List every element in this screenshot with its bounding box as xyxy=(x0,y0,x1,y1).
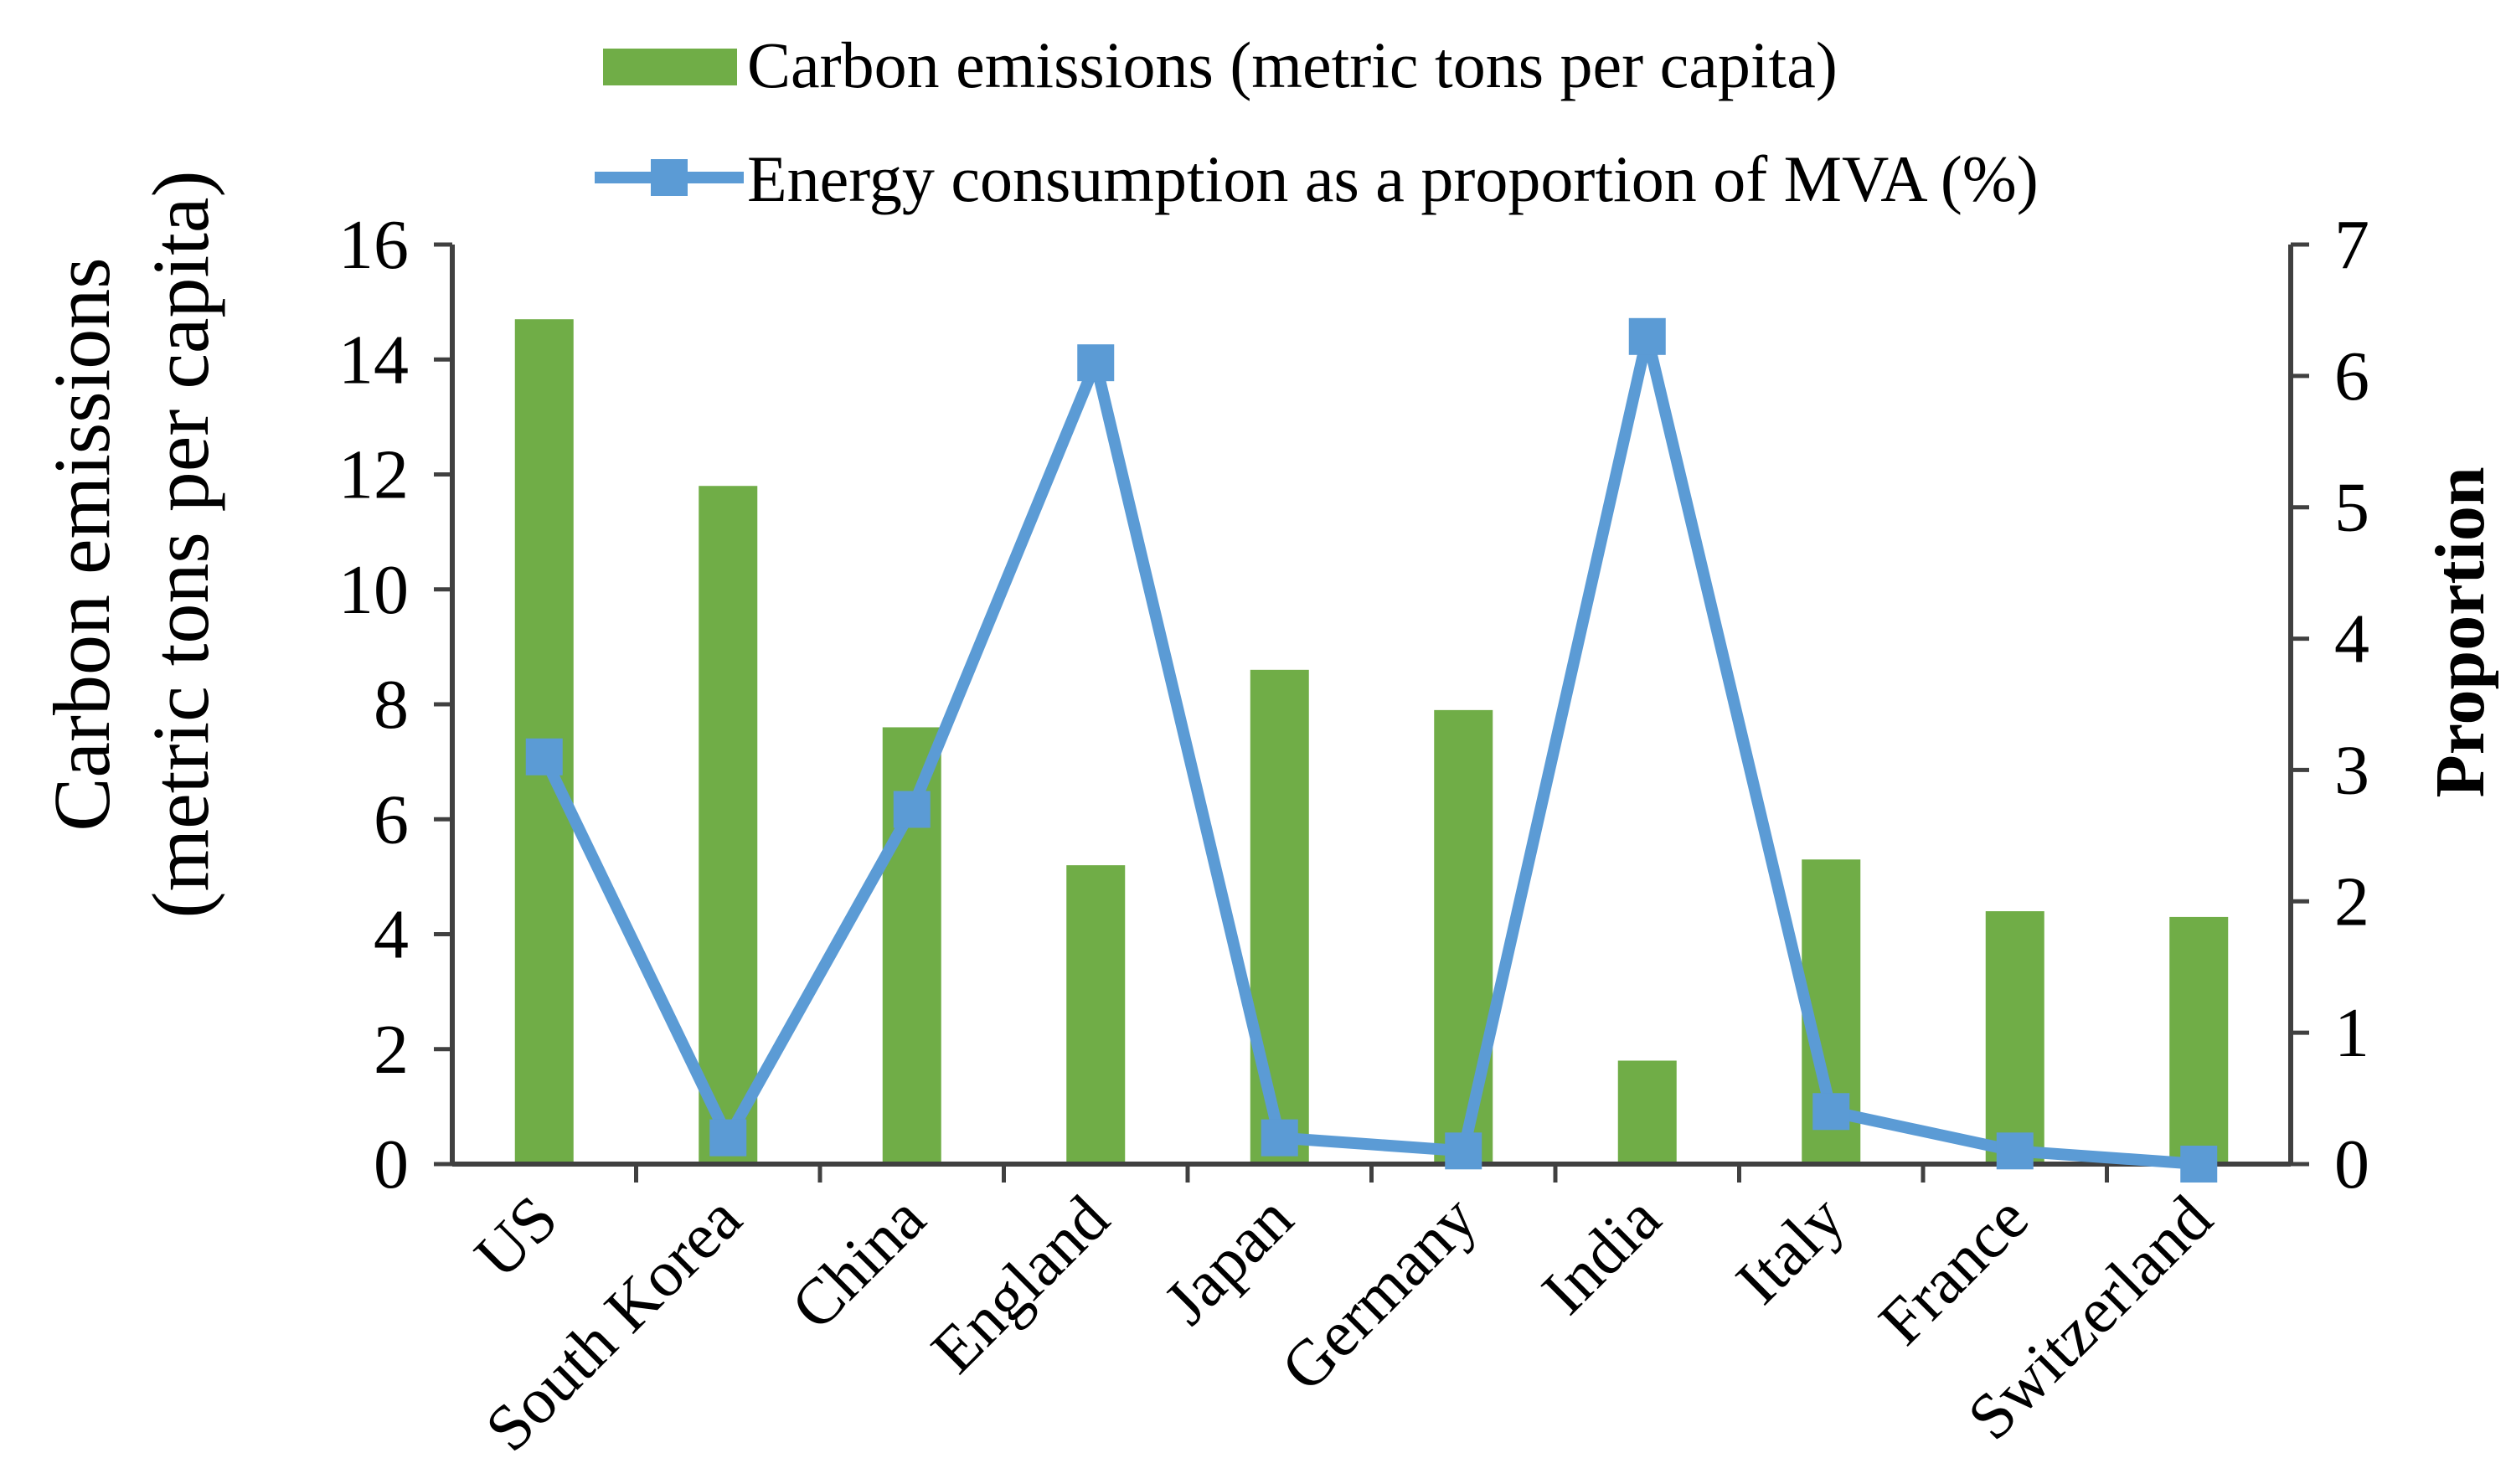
y-left-tick-label: 10 xyxy=(338,551,409,629)
y-right-tick-label: 3 xyxy=(2334,731,2369,809)
x-category-label: England xyxy=(917,1182,1122,1387)
y-left-tick-label: 12 xyxy=(338,436,409,514)
x-category-label: Japan xyxy=(1150,1182,1307,1338)
line-marker-france xyxy=(1996,1132,2034,1170)
y-left-tick-label: 4 xyxy=(374,896,409,974)
y-right-tick-label: 4 xyxy=(2334,600,2369,678)
line-marker-china xyxy=(893,791,931,828)
legend-line-marker xyxy=(651,159,688,196)
bar-switzerland xyxy=(2169,916,2229,1164)
y-left-tick-label: 6 xyxy=(374,781,409,858)
y-right-tick-label: 2 xyxy=(2334,863,2369,940)
y-left-title-line1: Carbon emissions xyxy=(37,257,126,831)
y-right-title: Proportion xyxy=(2421,466,2499,797)
y-left-tick-label: 14 xyxy=(338,321,409,399)
y-right-tick-label: 0 xyxy=(2334,1126,2369,1203)
bar-south-korea xyxy=(699,486,758,1164)
x-category-label: France xyxy=(1864,1182,2042,1359)
line-marker-us xyxy=(525,738,563,775)
line-marker-switzerland xyxy=(2180,1146,2218,1183)
legend-line-label: Energy consumption as a proportion of MV… xyxy=(747,142,2039,215)
line-marker-japan xyxy=(1261,1119,1298,1157)
energy-consumption-line xyxy=(539,330,2199,1170)
y-right-tick-label: 6 xyxy=(2334,338,2369,415)
legend-bar-swatch xyxy=(603,49,737,85)
line-marker-england xyxy=(1077,344,1115,382)
line-marker-india xyxy=(1628,317,1666,355)
y-left-tick-label: 16 xyxy=(338,206,409,284)
bar-germany xyxy=(1434,709,1493,1164)
x-category-label: China xyxy=(776,1182,938,1343)
x-category-label: US xyxy=(461,1182,571,1292)
bar-england xyxy=(1066,865,1126,1164)
bar-india xyxy=(1617,1060,1677,1164)
y-right-tick-label: 1 xyxy=(2334,994,2369,1072)
bar-france xyxy=(1985,911,2044,1164)
x-category-label: India xyxy=(1528,1182,1674,1328)
legend: Carbon emissions (metric tons per capita… xyxy=(595,28,2039,215)
line-marker-germany xyxy=(1445,1132,1482,1170)
y-left-tick-label: 0 xyxy=(374,1126,409,1203)
y-left-title-line2: (metric tons per capita) xyxy=(136,171,225,919)
line-marker-south-korea xyxy=(709,1119,747,1157)
bar-japan xyxy=(1250,669,1309,1164)
x-category-label: Italy xyxy=(1722,1182,1859,1318)
y-left-tick-label: 8 xyxy=(374,666,409,744)
y-right-tick-label: 7 xyxy=(2334,206,2369,284)
x-category-label: Germany xyxy=(1267,1182,1491,1405)
y-left-tick-label: 2 xyxy=(374,1011,409,1089)
y-right-tick-label: 5 xyxy=(2334,469,2369,547)
line-marker-italy xyxy=(1812,1093,1850,1131)
legend-bar-label: Carbon emissions (metric tons per capita… xyxy=(747,28,1838,101)
